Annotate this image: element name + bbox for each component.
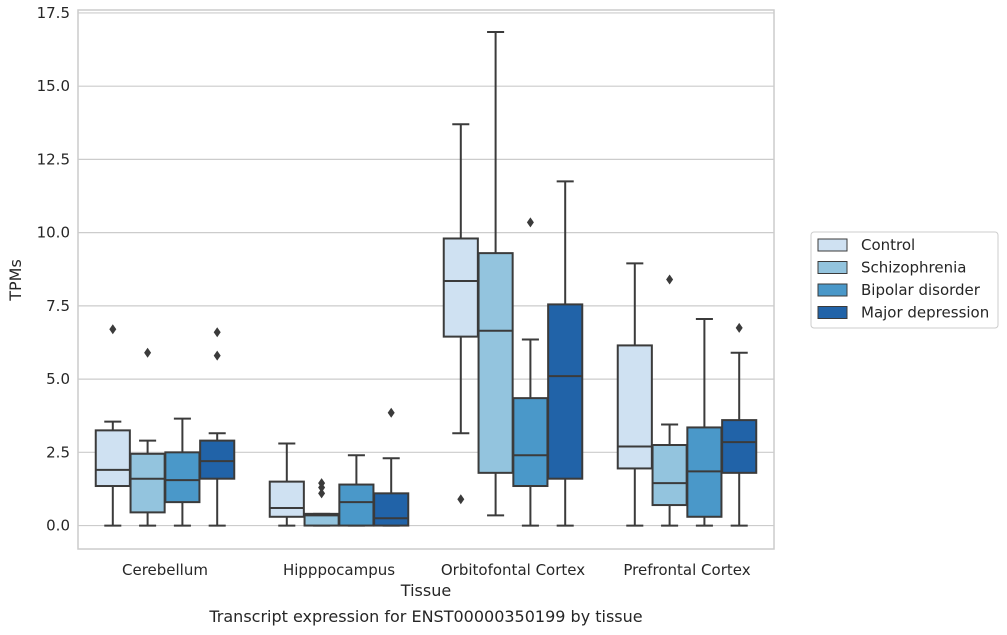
box-group (686, 318, 723, 527)
y-tick-label: 15.0 (37, 77, 70, 95)
y-tick-labels: 0.0 2.5 5.0 7.5 10.0 12.5 15.0 17.5 (37, 4, 70, 535)
legend-label: Major depression (861, 304, 989, 322)
outlier-marker (387, 407, 395, 418)
box-iqr (164, 451, 201, 504)
outlier-marker (213, 327, 221, 338)
box-iqr (94, 429, 131, 488)
box-group (164, 417, 201, 527)
box-iqr (442, 237, 479, 338)
legend-swatch (817, 306, 848, 319)
box-group (303, 478, 340, 527)
box-group (129, 347, 166, 527)
outlier-marker (318, 478, 326, 489)
box-group (477, 30, 514, 517)
box-iqr (338, 483, 375, 527)
box-iqr (129, 452, 166, 514)
box-iqr (512, 397, 549, 488)
legend-swatch (817, 238, 848, 252)
outlier-marker (109, 324, 117, 335)
box-group (94, 324, 131, 527)
x-tick-label: Orbitofontal Cortex (441, 561, 585, 579)
legend: Control Schizophrenia Bipolar disorder Majo… (810, 231, 999, 329)
outlier-marker (213, 350, 221, 361)
x-tick-label: Prefrontal Cortex (623, 561, 750, 579)
outlier-marker (666, 274, 674, 285)
y-tick-label: 17.5 (37, 4, 70, 22)
outlier-marker (144, 347, 152, 358)
box-iqr (199, 439, 236, 480)
outlier-marker (735, 322, 743, 333)
box-group (199, 327, 236, 527)
outlier-marker (457, 494, 465, 505)
outlier-marker (318, 488, 326, 499)
y-tick-label: 10.0 (37, 224, 70, 242)
legend-frame (810, 231, 999, 329)
box-iqr (721, 419, 758, 474)
y-tick-label: 2.5 (46, 443, 70, 461)
box-iqr (616, 344, 653, 470)
box-group (373, 407, 410, 527)
box-group (651, 274, 688, 527)
chart-caption: Transcript expression for ENST0000035019… (208, 607, 642, 626)
legend-swatch (817, 261, 848, 274)
y-tick-label: 7.5 (46, 297, 70, 315)
boxes-layer (94, 30, 758, 527)
legend-swatch (817, 283, 848, 297)
box-iqr (477, 252, 514, 474)
x-tick-label: Hipppocampus (283, 561, 395, 579)
box-group (442, 123, 479, 505)
outlier-marker (526, 217, 534, 228)
box-iqr (268, 480, 305, 518)
legend-label: Schizophrenia (861, 259, 966, 277)
y-tick-label: 5.0 (46, 370, 70, 388)
y-tick-label: 0.0 (46, 517, 70, 535)
box-group (512, 217, 549, 527)
plot-frame (77, 9, 775, 550)
legend-label: Bipolar disorder (861, 281, 981, 299)
x-axis-label: Tissue (400, 581, 451, 600)
box-iqr (651, 444, 688, 507)
box-group (338, 454, 375, 527)
box-group (268, 442, 305, 527)
y-tick-label: 12.5 (37, 150, 70, 168)
x-tick-label: Cerebellum (122, 561, 208, 579)
x-tick-labels: Cerebellum Hipppocampus Orbitofontal Corte… (122, 561, 751, 579)
box-iqr (547, 303, 584, 480)
box-group (721, 322, 758, 527)
box-group (616, 262, 653, 527)
legend-label: Control (861, 236, 915, 254)
box-group (547, 180, 584, 527)
box-iqr (373, 492, 410, 527)
y-axis-label: TPMs (6, 259, 25, 302)
